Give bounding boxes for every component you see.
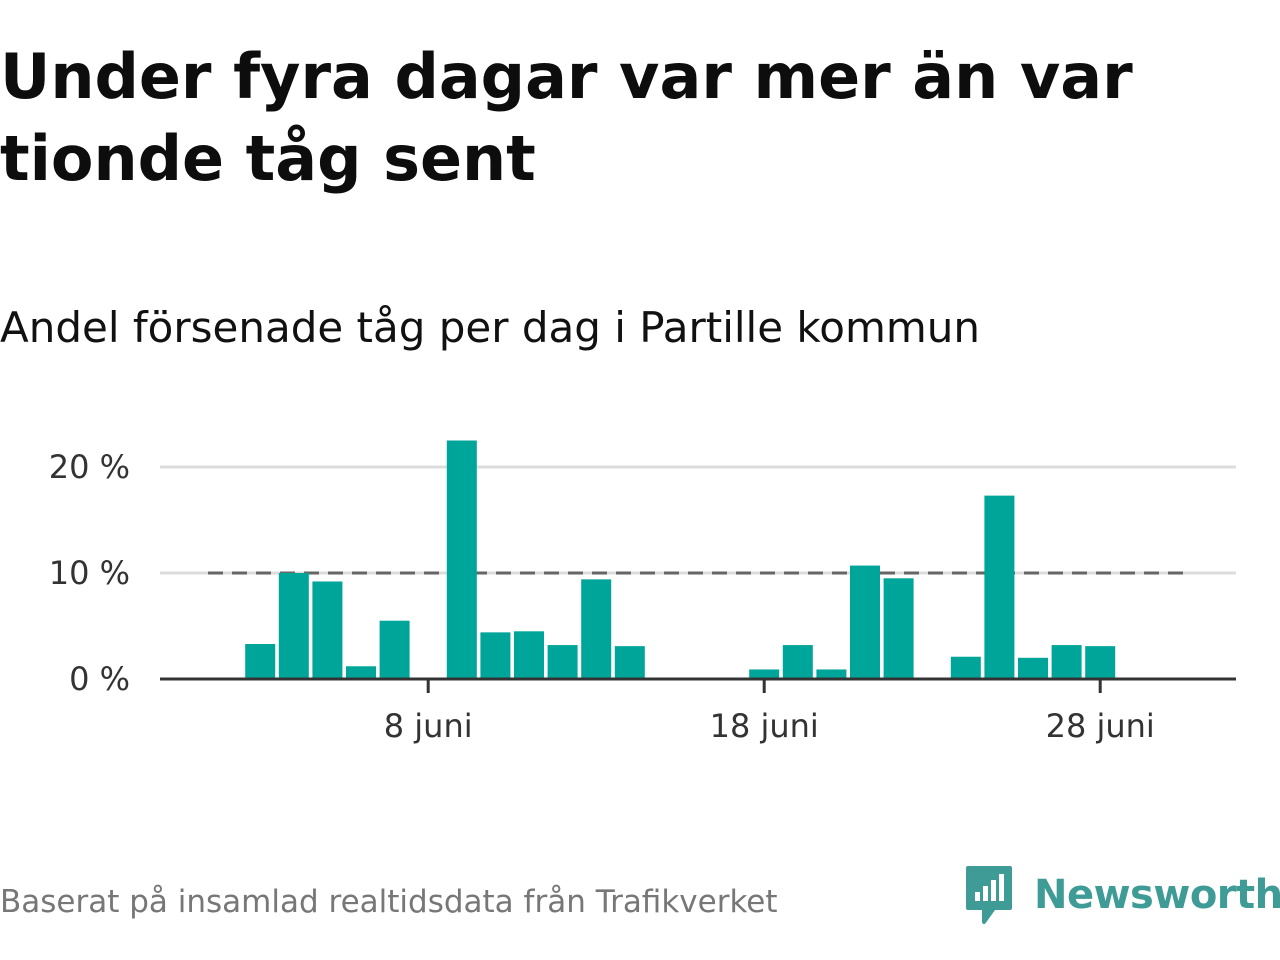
y-tick-label: 10 % xyxy=(49,554,130,592)
bar-2024-06-09 xyxy=(446,440,477,679)
bar-2024-06-19 xyxy=(782,645,813,679)
x-tick-label: 8 juni xyxy=(384,707,473,745)
bar-2024-06-20 xyxy=(816,669,847,679)
source-note: Baserat på insamlad realtidsdata från Tr… xyxy=(0,884,778,920)
brand-name: Newsworthy xyxy=(1034,872,1280,918)
chart-subtitle: Andel försenade tåg per dag i Partille k… xyxy=(0,303,981,352)
bar-2024-06-11 xyxy=(514,631,544,679)
newsworthy-logo: Newsworthy xyxy=(964,864,1280,926)
bar-2024-06-12 xyxy=(547,645,578,679)
bar-2024-06-28 xyxy=(1085,646,1116,679)
x-tick-label: 28 juni xyxy=(1046,707,1155,745)
newsworthy-logo-icon xyxy=(966,866,1012,924)
bar-chart: 0 % 10 % 20 % 8 juni 18 juni 28 juni xyxy=(49,440,1236,745)
bar-2024-06-07 xyxy=(379,620,410,679)
bar-2024-06-26 xyxy=(1018,657,1048,679)
bar-2024-06-22 xyxy=(883,578,914,679)
bars xyxy=(245,440,1116,679)
y-tick-label: 0 % xyxy=(69,660,130,698)
bar-2024-06-04 xyxy=(278,573,309,679)
bar-2024-06-25 xyxy=(984,495,1015,679)
chart-title: Under fyra dagar var mer än var tionde t… xyxy=(0,40,1133,195)
axes: 0 % 10 % 20 % 8 juni 18 juni 28 juni xyxy=(49,448,1236,745)
x-tick-label: 18 juni xyxy=(710,707,819,745)
bar-2024-06-21 xyxy=(850,565,880,679)
bar-2024-06-05 xyxy=(312,581,343,679)
bar-2024-06-10 xyxy=(480,632,511,679)
grid-lines xyxy=(160,465,1236,575)
y-tick-label: 20 % xyxy=(49,448,130,486)
bar-2024-06-24 xyxy=(950,656,981,679)
bar-2024-06-18 xyxy=(749,669,780,679)
bar-2024-06-13 xyxy=(581,579,612,679)
bar-2024-06-03 xyxy=(245,644,276,679)
bar-2024-06-06 xyxy=(346,666,376,679)
bar-2024-06-14 xyxy=(614,646,645,679)
bar-2024-06-27 xyxy=(1051,645,1082,679)
